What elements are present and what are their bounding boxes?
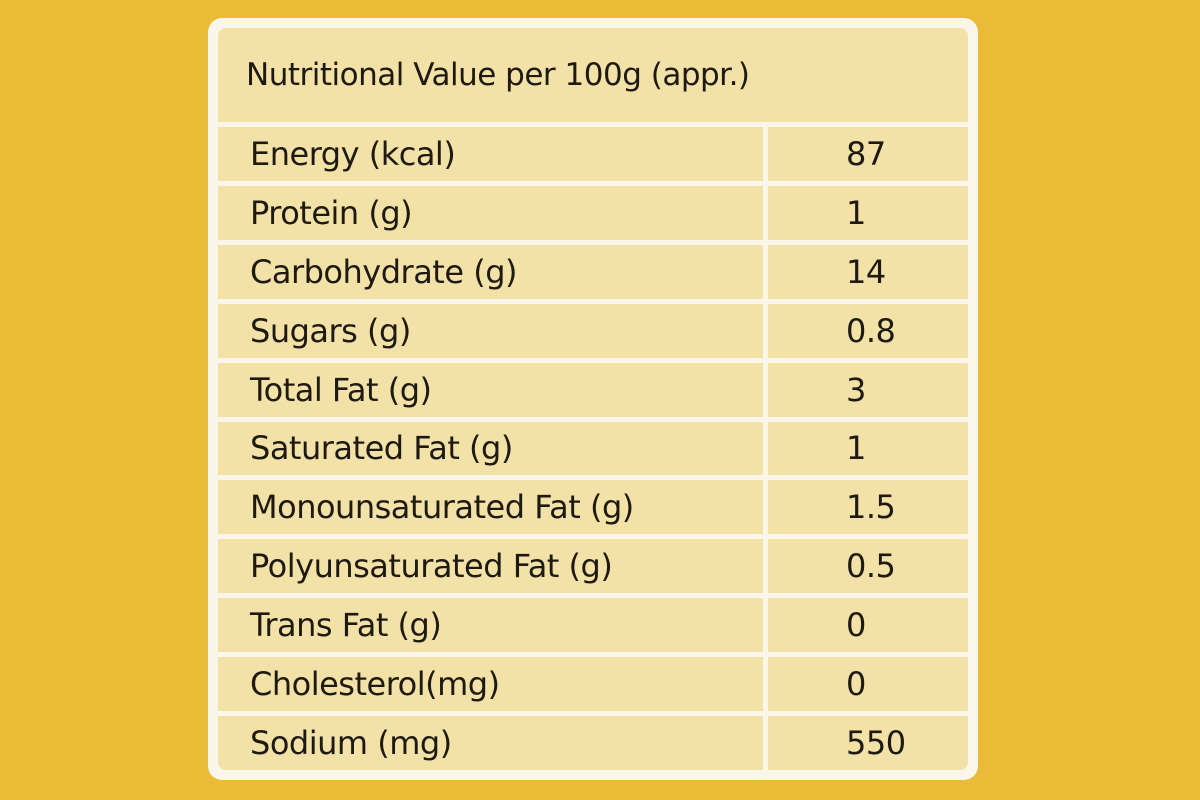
- nutrient-name: Sodium (mg): [218, 716, 763, 770]
- nutrient-value: 0.5: [768, 539, 968, 594]
- nutrient-value: 1.5: [768, 480, 968, 535]
- nutrient-name: Protein (g): [218, 185, 763, 240]
- nutrient-value: 0: [768, 657, 968, 712]
- nutrient-name: Trans Fat (g): [218, 598, 763, 653]
- nutrient-name: Monounsaturated Fat (g): [218, 480, 763, 535]
- nutrient-value: 3: [768, 362, 968, 417]
- table-title: Nutritional Value per 100g (appr.): [218, 28, 968, 122]
- nutrient-value: 0: [768, 598, 968, 653]
- nutrient-name: Cholesterol(mg): [218, 657, 763, 712]
- nutrient-value: 87: [768, 127, 968, 181]
- nutrient-value: 1: [768, 185, 968, 240]
- nutrient-name: Saturated Fat (g): [218, 421, 763, 476]
- nutrient-value: 14: [768, 244, 968, 299]
- nutrient-value: 0.8: [768, 303, 968, 358]
- nutrient-name: Polyunsaturated Fat (g): [218, 539, 763, 594]
- nutrition-table: Nutritional Value per 100g (appr.) Energ…: [208, 18, 978, 780]
- nutrient-name: Sugars (g): [218, 303, 763, 358]
- nutrient-value: 1: [768, 421, 968, 476]
- nutrient-value: 550: [768, 716, 968, 770]
- nutrient-name: Carbohydrate (g): [218, 244, 763, 299]
- nutrient-name: Total Fat (g): [218, 362, 763, 417]
- nutrient-name: Energy (kcal): [218, 127, 763, 181]
